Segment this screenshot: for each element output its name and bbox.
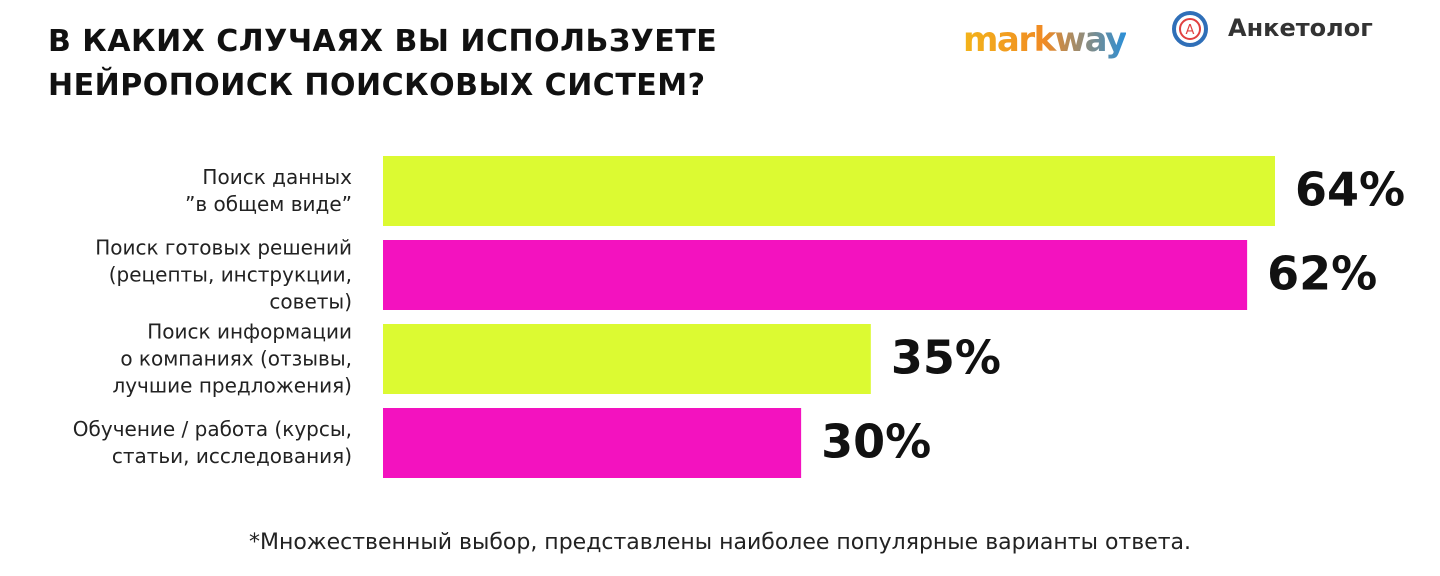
bar: [383, 156, 1275, 226]
bar: [383, 240, 1248, 310]
chart-title: В КАКИХ СЛУЧАЯХ ВЫ ИСПОЛЬЗУЕТЕ НЕЙРОПОИС…: [48, 24, 718, 103]
value-label: 30%: [821, 415, 931, 469]
value-label: 64%: [1295, 163, 1405, 217]
anketolog-icon: A: [1172, 11, 1208, 47]
value-label: 35%: [891, 331, 1001, 385]
value-label: 62%: [1267, 247, 1377, 301]
category-label: Поиск готовых решений (рецепты, инструкц…: [95, 235, 352, 314]
footnote: *Множественный выбор, представлены наибо…: [248, 530, 1192, 555]
svg-text:A: A: [1186, 23, 1195, 38]
logo: markway: [963, 20, 1127, 60]
logo: Анкетолог: [1228, 14, 1373, 42]
category-label: Поиск информации о компаниях (отзывы, лу…: [112, 319, 352, 398]
category-label: Обучение / работа (курсы, статьи, исслед…: [72, 417, 352, 468]
bar: [383, 324, 871, 394]
category-label: Поиск данных ”в общем виде”: [185, 165, 352, 216]
bar: [383, 408, 802, 478]
